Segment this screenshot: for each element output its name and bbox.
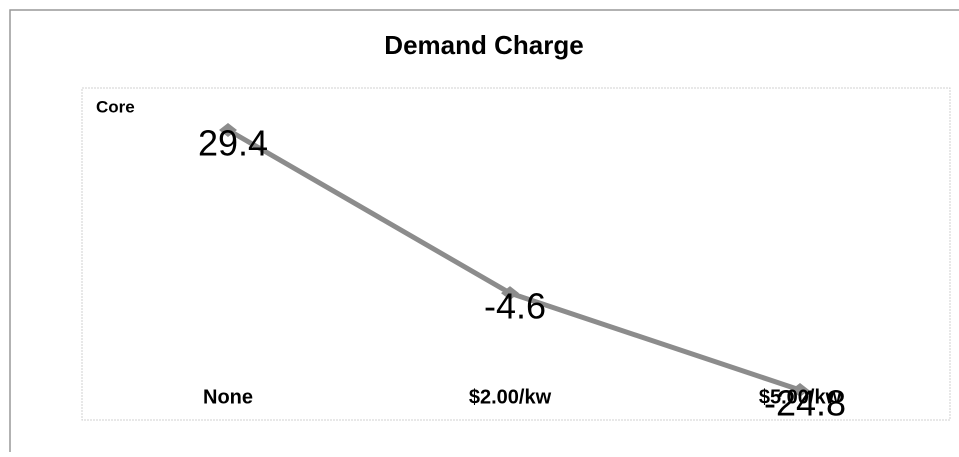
marker: [791, 383, 809, 397]
series-line: [226, 127, 801, 393]
outer-frame: [9, 9, 959, 457]
plot-area: [81, 87, 951, 421]
series-label: Core: [96, 97, 135, 116]
x-tick-label: None: [203, 386, 253, 408]
marker: [219, 123, 237, 137]
data-label: -24.8: [764, 383, 846, 424]
data-label: 29.4: [198, 123, 268, 164]
x-tick-label: $5.00/kw: [759, 386, 842, 408]
data-label: -4.6: [484, 286, 546, 327]
chart-title: Demand Charge: [384, 30, 583, 60]
x-tick-label: $2.00/kw: [469, 386, 552, 408]
marker: [501, 286, 519, 301]
